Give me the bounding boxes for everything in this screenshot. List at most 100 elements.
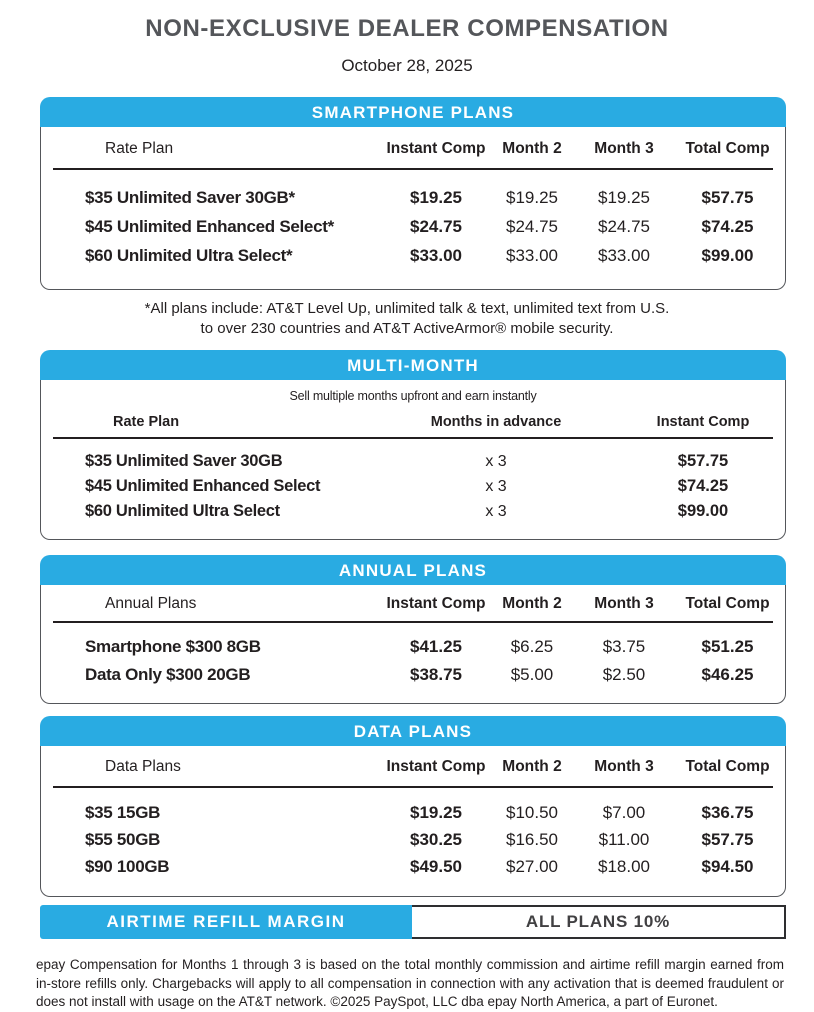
- month-3-cell: $7.00: [602, 802, 646, 822]
- data-plans-column-headers: Data Plans Instant Comp Month 2 Month 3 …: [41, 746, 785, 786]
- column-header-months-in-advance: Months in advance: [430, 413, 562, 430]
- column-header-annual-plans: Annual Plans: [105, 594, 197, 612]
- month-2-cell: $5.00: [510, 664, 554, 684]
- months-in-advance-cell: x 3: [485, 477, 507, 495]
- instant-comp-cell: $57.75: [677, 451, 729, 470]
- smartphone-column-headers: Rate Plan Instant Comp Month 2 Month 3 T…: [41, 127, 785, 168]
- column-header-month-2: Month 2: [502, 140, 562, 157]
- annual-column-headers: Annual Plans Instant Comp Month 2 Month …: [41, 585, 785, 621]
- month-3-cell: $33.00: [598, 246, 650, 265]
- column-header-month-2: Month 2: [502, 757, 562, 775]
- table-row: $35 Unlimited Saver 30GB* $19.25 $19.25 …: [41, 183, 785, 212]
- annual-rows: Smartphone $300 8GB $41.25 $6.25 $3.75 $…: [41, 623, 785, 703]
- month-3-cell: $11.00: [598, 829, 650, 849]
- month-2-cell: $33.00: [506, 246, 558, 265]
- rate-plan-cell: $45 Unlimited Enhanced Select: [85, 476, 321, 495]
- column-header-instant-comp: Instant Comp: [386, 594, 486, 612]
- airtime-refill-margin-value: ALL PLANS 10%: [412, 904, 786, 939]
- plan-cell: $90 100GB: [85, 856, 170, 876]
- plan-cell: Data Only $300 20GB: [85, 664, 251, 684]
- table-row: $60 Unlimited Ultra Select* $33.00 $33.0…: [41, 241, 785, 270]
- column-header-instant-comp: Instant Comp: [656, 413, 750, 430]
- table-row: $55 50GB $30.25 $16.50 $11.00 $57.75: [41, 826, 785, 853]
- month-3-cell: $18.00: [598, 856, 650, 876]
- header-divider: [53, 785, 773, 788]
- instant-comp-cell: $74.25: [677, 476, 729, 495]
- data-plans-table: DATA PLANS Data Plans Instant Comp Month…: [40, 715, 786, 897]
- smartphone-rows: $35 Unlimited Saver 30GB* $19.25 $19.25 …: [41, 170, 785, 289]
- instant-comp-cell: $30.25: [410, 829, 462, 849]
- table-row: $90 100GB $49.50 $27.00 $18.00 $94.50: [41, 853, 785, 880]
- month-2-cell: $10.50: [506, 802, 558, 822]
- plan-cell: $55 50GB: [85, 829, 161, 849]
- total-comp-cell: $46.25: [701, 664, 754, 684]
- table-row: $45 Unlimited Enhanced Select* $24.75 $2…: [41, 212, 785, 241]
- month-2-cell: $16.50: [506, 829, 558, 849]
- multi-month-subtitle: Sell multiple months upfront and earn in…: [289, 388, 537, 403]
- total-comp-cell: $74.25: [701, 217, 754, 236]
- instant-comp-cell: $49.50: [410, 856, 462, 876]
- rate-plan-cell: $35 Unlimited Saver 30GB: [85, 451, 283, 470]
- multi-month-rows: $35 Unlimited Saver 30GB x 3 $57.75 $45 …: [41, 439, 785, 539]
- multi-month-column-headers: Rate Plan Months in advance Instant Comp: [41, 403, 785, 437]
- header-divider: [53, 436, 773, 439]
- rate-plan-cell: $35 Unlimited Saver 30GB*: [85, 188, 295, 207]
- column-header-month-3: Month 3: [594, 757, 654, 775]
- header-divider: [53, 168, 773, 170]
- legal-footer-text: epay Compensation for Months 1 through 3…: [36, 956, 784, 1010]
- column-header-rate-plan: Rate Plan: [113, 413, 180, 430]
- month-3-cell: $3.75: [602, 636, 646, 656]
- data-plans-rows: $35 15GB $19.25 $10.50 $7.00 $36.75 $55 …: [41, 788, 785, 896]
- multi-month-body: Sell multiple months upfront and earn in…: [40, 379, 786, 540]
- rate-plan-cell: $45 Unlimited Enhanced Select*: [85, 217, 334, 236]
- multi-month-header: MULTI-MONTH: [40, 349, 786, 380]
- instant-comp-cell: $99.00: [677, 501, 729, 520]
- column-header-rate-plan: Rate Plan: [105, 140, 174, 157]
- annual-plans-header: ANNUAL PLANS: [40, 554, 786, 585]
- smartphone-plans-body: Rate Plan Instant Comp Month 2 Month 3 T…: [40, 127, 786, 290]
- column-header-month-3: Month 3: [594, 594, 654, 612]
- total-comp-cell: $36.75: [701, 802, 754, 822]
- annual-plans-body: Annual Plans Instant Comp Month 2 Month …: [40, 584, 786, 704]
- instant-comp-cell: $24.75: [410, 217, 462, 236]
- plans-footnote-line2: to over 230 countries and AT&T ActiveArm…: [200, 319, 614, 337]
- plan-cell: Smartphone $300 8GB: [85, 636, 261, 656]
- month-2-cell: $27.00: [506, 856, 558, 876]
- plans-footnote-line1: *All plans include: AT&T Level Up, unlim…: [144, 300, 670, 317]
- page-date: October 28, 2025: [341, 56, 473, 75]
- instant-comp-cell: $33.00: [410, 246, 462, 265]
- plans-footnote: *All plans include: AT&T Level Up, unlim…: [0, 299, 814, 339]
- smartphone-plans-table: SMARTPHONE PLANS Rate Plan Instant Comp …: [40, 97, 786, 290]
- months-in-advance-cell: x 3: [485, 502, 507, 520]
- column-header-instant-comp: Instant Comp: [386, 140, 486, 157]
- table-row: Smartphone $300 8GB $41.25 $6.25 $3.75 $…: [41, 633, 785, 661]
- month-3-cell: $19.25: [598, 188, 650, 207]
- total-comp-cell: $94.50: [701, 856, 754, 876]
- instant-comp-cell: $19.25: [410, 802, 462, 822]
- total-comp-cell: $51.25: [701, 636, 754, 656]
- data-plans-header: DATA PLANS: [40, 715, 786, 746]
- month-2-cell: $6.25: [510, 636, 554, 656]
- total-comp-cell: $99.00: [701, 246, 754, 265]
- months-in-advance-cell: x 3: [485, 452, 507, 470]
- column-header-total-comp: Total Comp: [685, 140, 770, 157]
- rate-plan-cell: $60 Unlimited Ultra Select*: [85, 246, 293, 265]
- table-row: $35 15GB $19.25 $10.50 $7.00 $36.75: [41, 799, 785, 826]
- table-row: $45 Unlimited Enhanced Select x 3 $74.25: [41, 474, 785, 499]
- column-header-month-3: Month 3: [594, 140, 654, 157]
- column-header-month-2: Month 2: [502, 594, 562, 612]
- table-row: $35 Unlimited Saver 30GB x 3 $57.75: [41, 449, 785, 474]
- column-header-instant-comp: Instant Comp: [386, 757, 486, 775]
- month-3-cell: $2.50: [602, 664, 646, 684]
- table-row: Data Only $300 20GB $38.75 $5.00 $2.50 $…: [41, 661, 785, 689]
- month-3-cell: $24.75: [598, 217, 650, 236]
- header-divider: [53, 620, 773, 623]
- smartphone-plans-header: SMARTPHONE PLANS: [40, 97, 786, 127]
- airtime-refill-margin-bar: AIRTIME REFILL MARGIN ALL PLANS 10%: [40, 904, 786, 939]
- column-header-total-comp: Total Comp: [685, 594, 770, 612]
- airtime-refill-margin-label: AIRTIME REFILL MARGIN: [40, 904, 412, 939]
- annual-plans-table: ANNUAL PLANS Annual Plans Instant Comp M…: [40, 554, 786, 704]
- column-header-total-comp: Total Comp: [685, 757, 770, 775]
- month-2-cell: $24.75: [506, 217, 558, 236]
- page-title: NON-EXCLUSIVE DEALER COMPENSATION: [145, 15, 669, 42]
